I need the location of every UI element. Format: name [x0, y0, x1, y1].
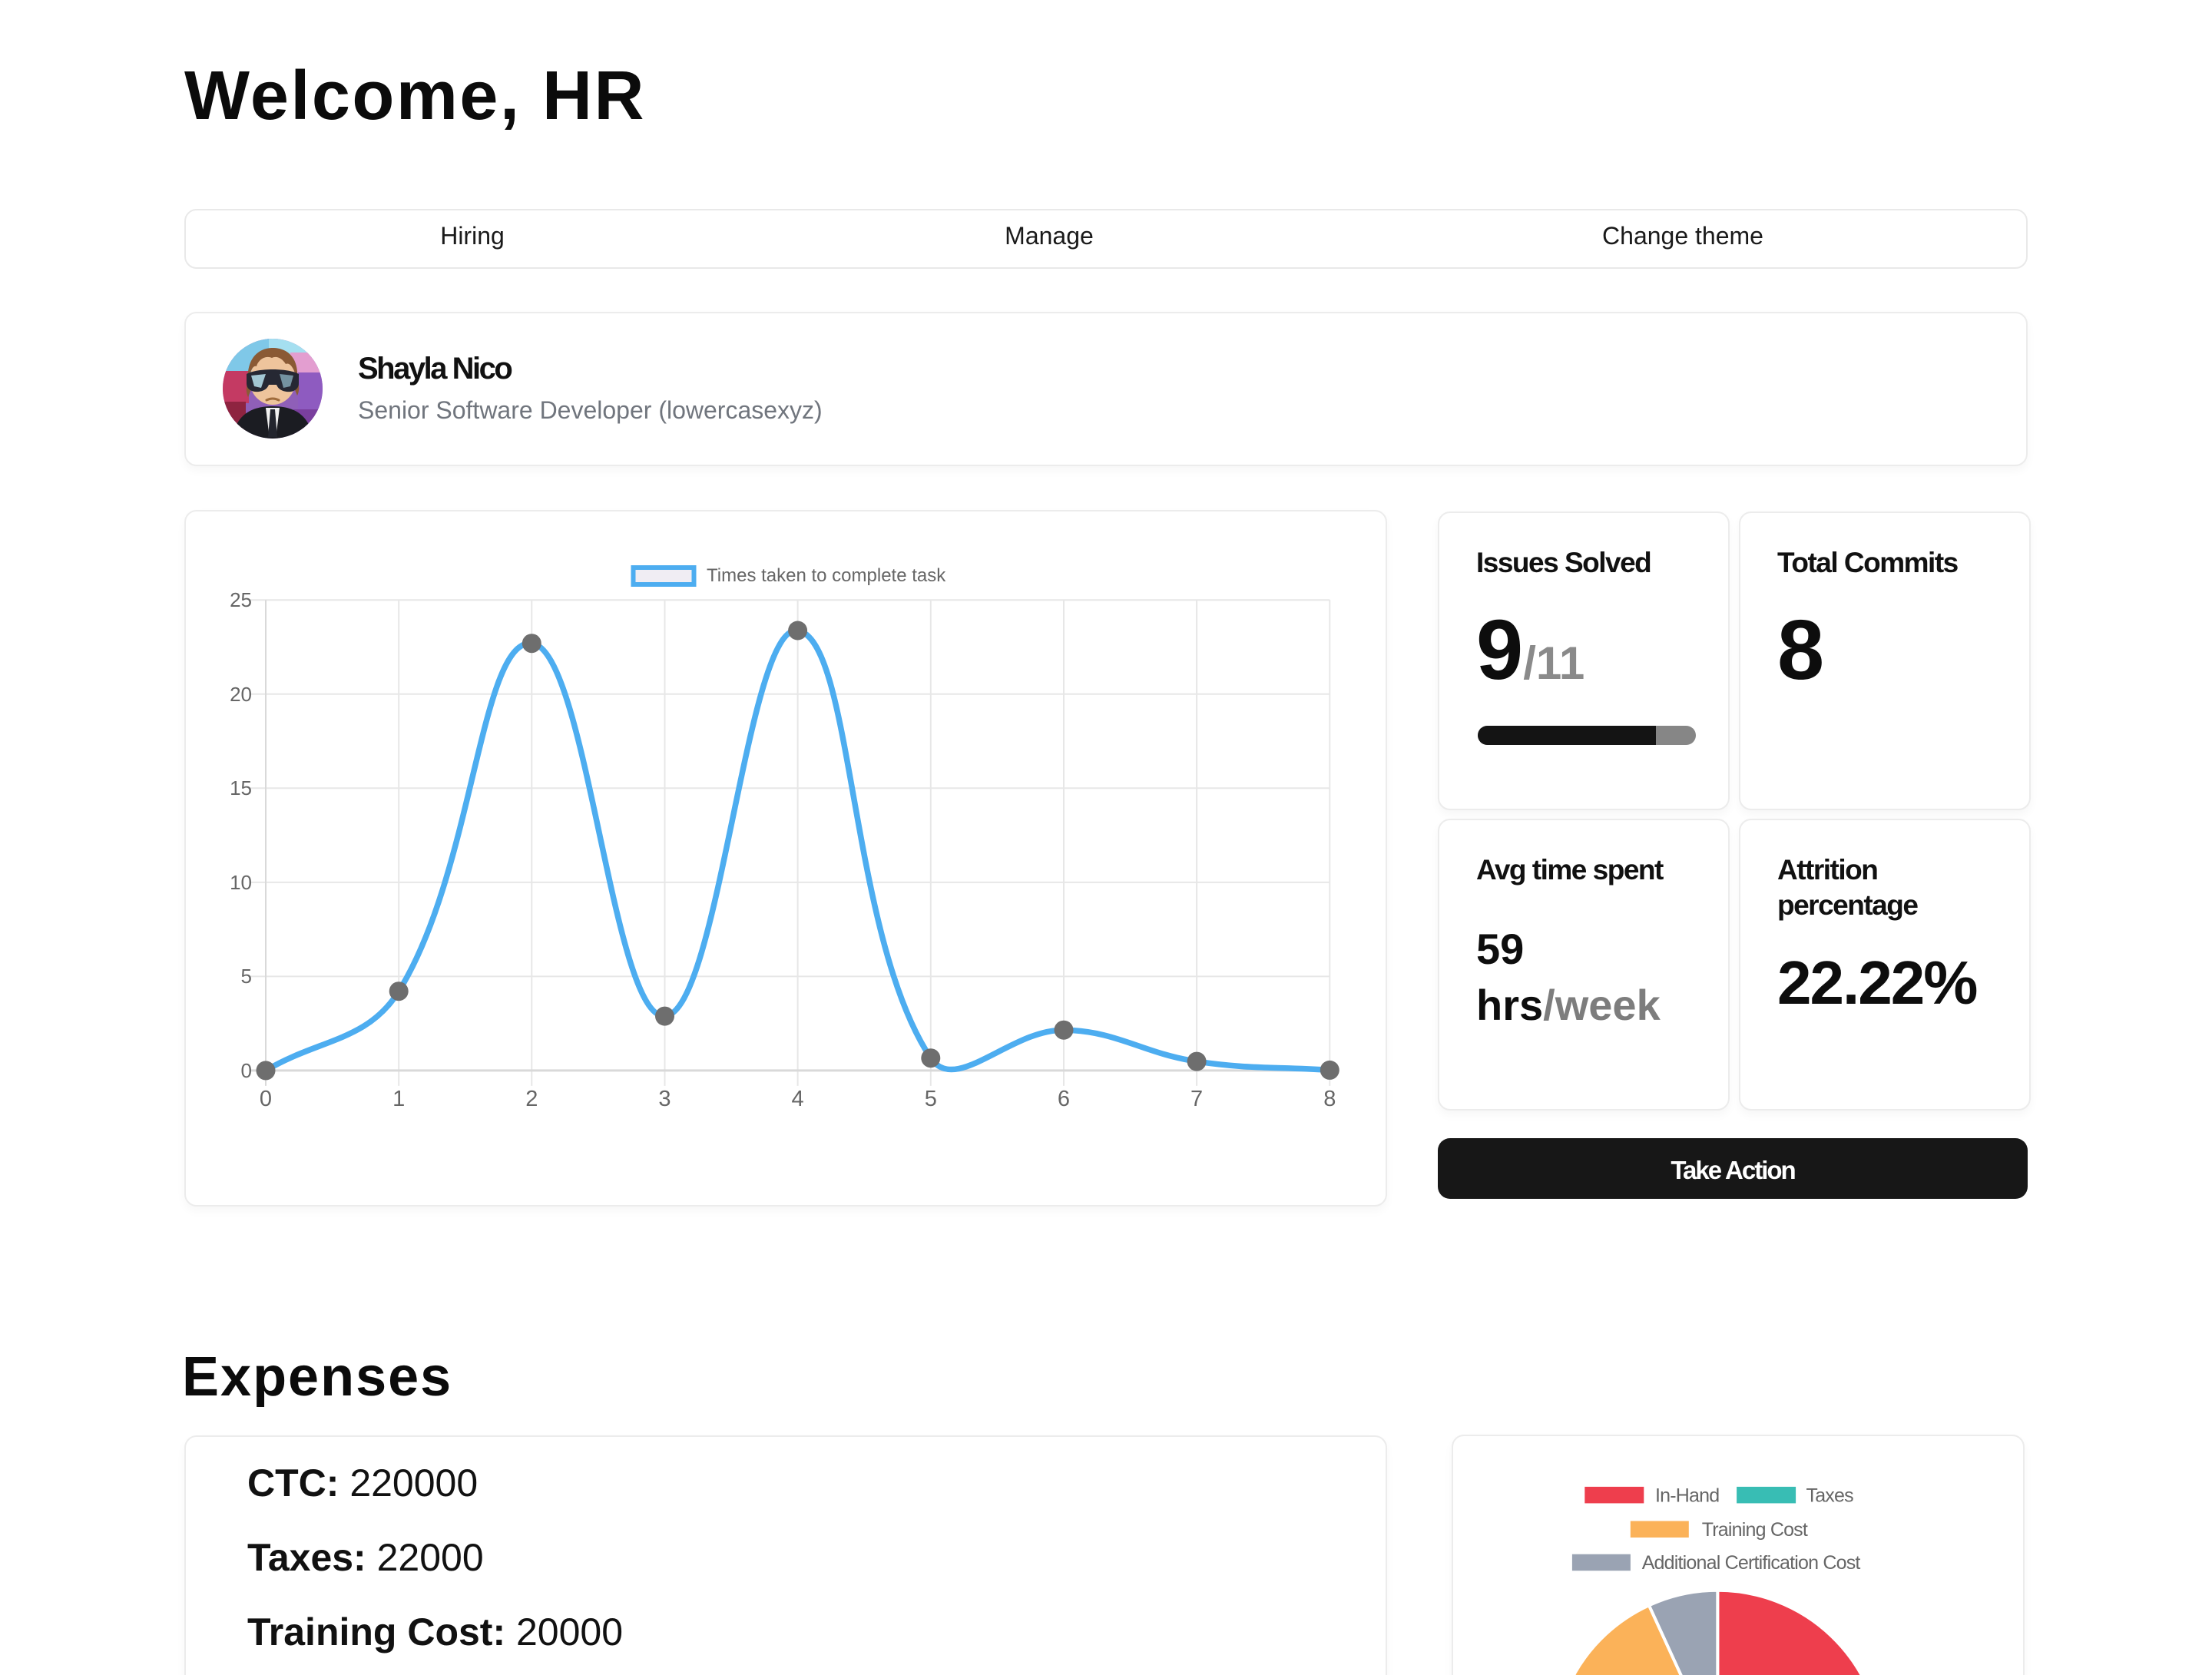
svg-text:10: 10: [230, 871, 252, 894]
svg-text:Additional Certification Cost: Additional Certification Cost: [1642, 1552, 1861, 1574]
svg-text:0: 0: [241, 1059, 252, 1082]
svg-text:2: 2: [525, 1087, 538, 1111]
svg-text:0: 0: [260, 1087, 272, 1111]
svg-text:4: 4: [792, 1087, 804, 1111]
svg-text:15: 15: [230, 776, 252, 799]
svg-text:6: 6: [1058, 1087, 1070, 1111]
svg-text:5: 5: [241, 965, 252, 988]
svg-text:5: 5: [925, 1087, 937, 1111]
svg-text:Taxes: Taxes: [1806, 1485, 1854, 1507]
svg-text:3: 3: [658, 1087, 671, 1111]
svg-text:25: 25: [230, 588, 252, 611]
svg-text:8: 8: [1323, 1087, 1336, 1111]
svg-text:Training Cost: Training Cost: [1702, 1519, 1808, 1541]
svg-text:In-Hand: In-Hand: [1655, 1485, 1719, 1507]
svg-text:1: 1: [392, 1087, 405, 1111]
svg-text:20: 20: [230, 683, 252, 706]
svg-text:7: 7: [1190, 1087, 1203, 1111]
svg-text:Times taken to complete task: Times taken to complete task: [707, 565, 946, 586]
